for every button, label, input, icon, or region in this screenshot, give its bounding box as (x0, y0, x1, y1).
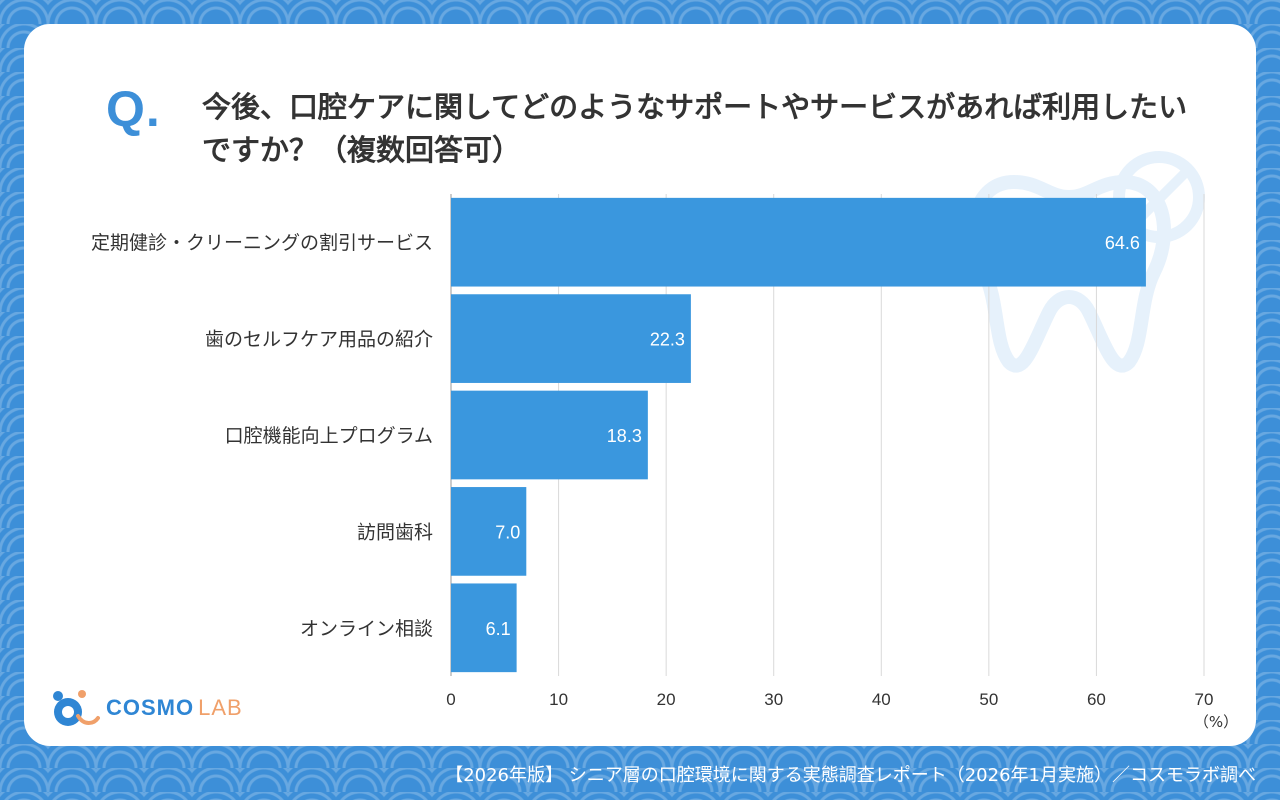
logo-mark-icon (53, 690, 100, 726)
x-tick-label: 30 (764, 690, 783, 709)
unit-label: （%） (1194, 713, 1238, 731)
cosmo-lab-logo: COSMO LAB (48, 688, 243, 728)
bar-chart: 0 10 20 30 40 50 60 70 （%） 64.6 定期健診・クリーニングの割引サービス… (91, 194, 1238, 731)
bar (451, 583, 517, 673)
bar-value-label: 6.1 (486, 619, 511, 639)
category-label: 口腔機能向上プログラム (225, 425, 433, 447)
bar (451, 390, 648, 480)
logo-text-sub: LAB (198, 695, 243, 720)
x-tick-label: 10 (549, 690, 568, 709)
logo-text-main: COSMO (106, 695, 195, 720)
chart-card: Q. 今後、口腔ケアに関してどのようなサポートやサービスがあれば利用したいですか… (24, 24, 1256, 746)
bar-value-label: 64.6 (1105, 233, 1140, 253)
bar (451, 294, 691, 383)
category-label: オンライン相談 (300, 618, 433, 640)
x-tick-label: 60 (1087, 690, 1106, 709)
x-tick-label: 20 (657, 690, 676, 709)
x-tick-label: 0 (446, 690, 455, 709)
bar-value-label: 18.3 (607, 426, 642, 446)
bar-value-label: 7.0 (495, 522, 520, 542)
bar (451, 487, 527, 576)
x-tick-label: 70 (1195, 690, 1214, 709)
bar (451, 197, 1146, 287)
category-label: 訪問歯科 (357, 521, 433, 543)
question-mark-label: Q. (106, 81, 161, 137)
source-footer: 【2026年版】 シニア層の口腔環境に関する実態調査レポート（2026年1月実施… (445, 765, 1256, 786)
category-label: 定期健診・クリーニングの割引サービス (91, 232, 433, 254)
bar-value-label: 22.3 (650, 330, 685, 350)
question-title: 今後、口腔ケアに関してどのようなサポートやサービスがあれば利用したいですか？（複… (202, 90, 1188, 167)
x-tick-label: 50 (979, 690, 998, 709)
x-tick-label: 40 (872, 690, 891, 709)
category-label: 歯のセルフケア用品の紹介 (205, 329, 433, 351)
logo-text: COSMO LAB (106, 695, 243, 721)
